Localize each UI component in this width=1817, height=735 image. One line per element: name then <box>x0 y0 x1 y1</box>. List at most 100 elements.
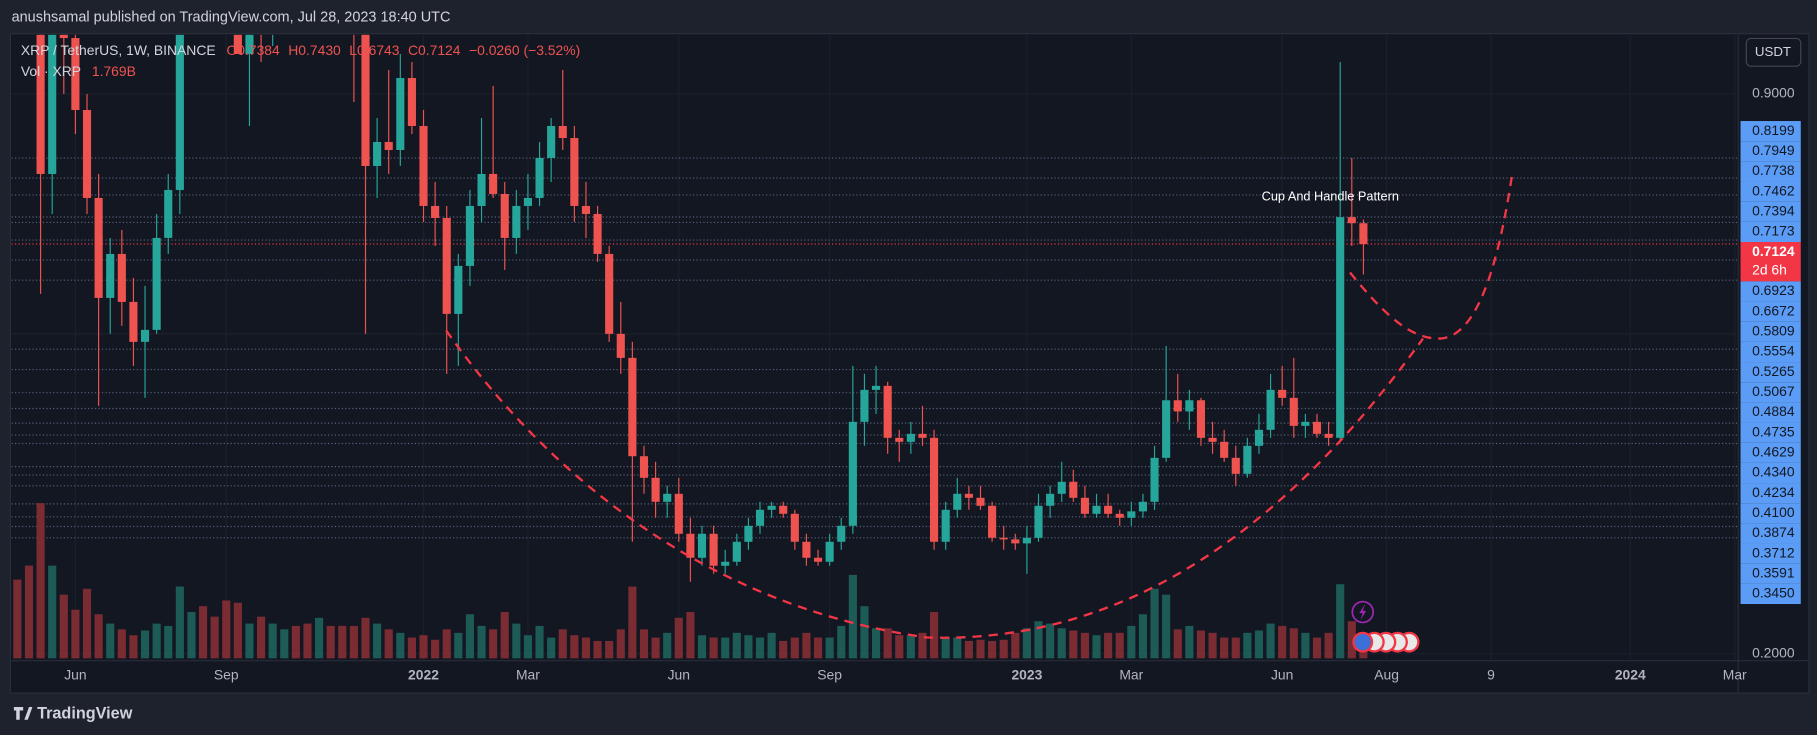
volume-bar <box>976 639 985 659</box>
volume-bar <box>257 616 266 659</box>
volume-bar <box>605 640 614 659</box>
candle-body <box>1104 505 1113 514</box>
volume-bar <box>686 612 695 659</box>
candle-body <box>1011 539 1020 544</box>
level-label-box <box>1740 503 1801 524</box>
volume-bar <box>419 635 428 659</box>
candle-body <box>686 533 695 558</box>
volume-bar <box>639 629 649 659</box>
candle-body <box>175 34 184 190</box>
candle-body <box>94 197 103 298</box>
volume-bar <box>523 635 533 659</box>
volume-bar <box>790 637 799 659</box>
volume-bar <box>152 623 161 659</box>
x-tick-label: 2024 <box>1615 666 1646 682</box>
volume <box>13 503 1368 659</box>
level-label: 0.4735 <box>1752 423 1795 439</box>
level-label: 0.4629 <box>1752 443 1795 459</box>
candle-body <box>883 385 892 438</box>
level-label-box <box>1740 442 1801 463</box>
level-label-box <box>1740 201 1801 222</box>
candle-body <box>384 141 393 150</box>
candle-body <box>454 265 463 314</box>
candle-body <box>918 433 927 438</box>
currency-button-box[interactable] <box>1745 37 1802 67</box>
candle-body <box>988 505 997 538</box>
legend-open: O0.7384 <box>226 42 280 58</box>
volume-bar <box>59 594 68 659</box>
candle-body <box>407 78 416 126</box>
volume-bar <box>558 629 567 659</box>
candle-body <box>964 493 973 498</box>
volume-bar <box>779 640 788 659</box>
volume-legend: Vol · XRP 1.769B <box>21 63 136 79</box>
candle-body <box>1289 397 1298 426</box>
volume-bar <box>697 635 707 659</box>
levels <box>11 157 1739 539</box>
volume-bar <box>755 637 765 659</box>
currency-button[interactable]: USDT <box>1745 37 1802 67</box>
volume-bar <box>744 635 753 659</box>
candle-body <box>895 437 904 442</box>
volume-bar <box>709 637 718 659</box>
candle-body <box>871 385 881 390</box>
volume-bar <box>1336 584 1345 659</box>
volume-bar <box>129 635 138 659</box>
volume-bar <box>1324 632 1333 659</box>
level-label: 0.5265 <box>1752 363 1795 379</box>
candle-body <box>802 541 811 558</box>
candle-body <box>1057 481 1066 494</box>
level-label: 0.6672 <box>1752 302 1795 318</box>
volume-bar <box>117 629 126 659</box>
volume-bar <box>1278 625 1287 659</box>
volume-bar <box>1301 632 1310 659</box>
logo-text: TradingView <box>37 704 133 722</box>
countdown-label: 2d 6h <box>1752 262 1787 278</box>
level-label: 0.5809 <box>1752 322 1795 338</box>
volume-bar <box>930 612 939 659</box>
candle-body <box>906 433 915 442</box>
candle-body <box>419 125 428 206</box>
volume-bar <box>663 632 672 659</box>
level-label: 0.3874 <box>1752 524 1795 540</box>
volume-bar <box>1104 632 1113 659</box>
volume-bar <box>396 632 405 659</box>
candles <box>36 34 1368 582</box>
candle-body <box>477 173 486 206</box>
level-label: 0.5554 <box>1752 343 1795 359</box>
candle-body <box>848 421 857 526</box>
candle-body <box>1301 421 1310 426</box>
volume-bar <box>500 612 509 659</box>
volume-bar <box>1185 625 1194 659</box>
volume-bar <box>13 579 22 659</box>
event-flag[interactable] <box>1352 631 1374 653</box>
volume-bar <box>1220 637 1229 659</box>
candle-body <box>663 493 672 502</box>
volume-bar <box>164 625 173 659</box>
candle-body <box>628 357 637 457</box>
currency-label[interactable]: USDT <box>1755 44 1791 59</box>
candle-body <box>361 34 370 166</box>
volume-bar <box>431 639 440 659</box>
candle-body <box>558 125 567 138</box>
candle-body <box>732 541 741 562</box>
candle-body <box>1115 513 1124 518</box>
volume-bar <box>999 639 1008 659</box>
x-tick-label: Mar <box>1119 666 1143 682</box>
candle-body <box>1359 223 1368 245</box>
footer-logo: TradingView <box>13 704 133 722</box>
volume-bar <box>1011 632 1020 659</box>
volume-bar <box>895 635 904 659</box>
publisher-header: anushsamal published on TradingView.com,… <box>12 9 451 25</box>
volume-name: Vol · XRP <box>21 63 81 79</box>
volume-bar <box>628 586 637 659</box>
volume-bar <box>71 609 80 659</box>
volume-bar <box>651 637 660 659</box>
level-label: 0.5067 <box>1752 383 1795 399</box>
chart-panel <box>9 33 1810 694</box>
volume-bar <box>1347 621 1356 659</box>
candle-body <box>71 38 80 111</box>
candle-body <box>1324 433 1333 438</box>
candle-body <box>431 205 440 218</box>
candle-body <box>755 509 765 526</box>
